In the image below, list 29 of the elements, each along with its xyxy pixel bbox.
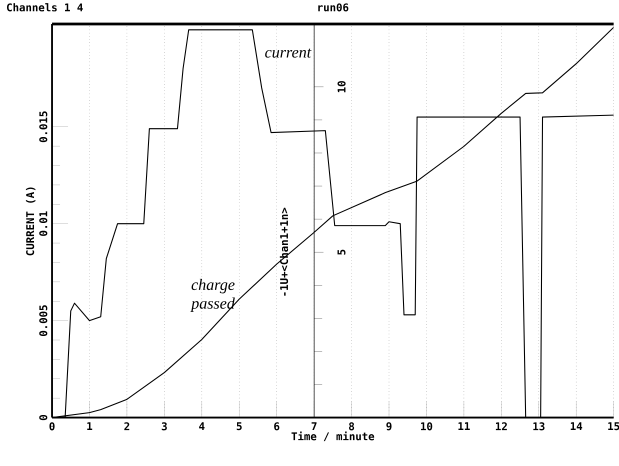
- x-tick-label: 4: [199, 422, 205, 430]
- x-tick-label: 6: [274, 422, 280, 431]
- x-tick-label: 12: [496, 422, 507, 430]
- x-tick-label: 9: [386, 422, 392, 431]
- series-label: charge passed: [190, 279, 235, 312]
- x-tick-label: 1: [87, 422, 92, 430]
- x-tick-label: 14: [570, 422, 582, 430]
- x-tick-label: 11: [458, 422, 470, 430]
- x-tick-label: 13: [533, 422, 545, 431]
- chart-title: run06: [318, 4, 348, 12]
- x-tick-label: 7: [312, 422, 317, 430]
- y-tick-label: 0.005: [39, 306, 48, 336]
- y-tick-label: 0.015: [39, 112, 48, 142]
- x-tick-label: 3: [162, 422, 167, 431]
- series-label: current: [265, 48, 312, 58]
- chart-subtitle: Channels 1 4: [6, 3, 83, 12]
- x-tick-label: 2: [124, 422, 130, 430]
- y2-tick-label: 5: [338, 250, 346, 255]
- x-tick-label: 0: [49, 422, 55, 431]
- y-axis-title: CURRENT (A): [26, 188, 36, 256]
- x-axis-title: Time / minute: [292, 432, 374, 442]
- x-tick-label: 15: [608, 422, 619, 430]
- y2-tick-label: 10: [338, 81, 346, 92]
- y2-axis-title: -1U+<Chan1+1n>: [280, 208, 288, 296]
- x-tick-label: 10: [421, 422, 432, 431]
- x-tick-label: 8: [349, 422, 354, 431]
- x-tick-label: 5: [236, 422, 242, 430]
- y-tick-label: 0: [39, 415, 48, 420]
- y-tick-label: 0.01: [39, 212, 48, 236]
